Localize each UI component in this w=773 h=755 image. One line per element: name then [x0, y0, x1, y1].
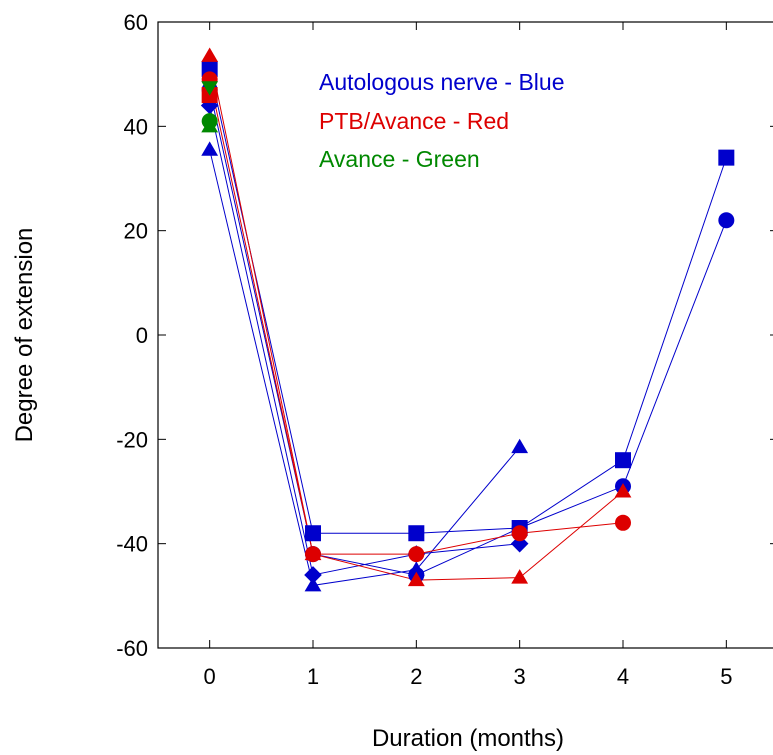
data-point-red-triangle — [201, 47, 219, 62]
x-tick-label: 5 — [720, 664, 732, 689]
data-point-blue-triangle — [304, 577, 322, 592]
y-tick-label: 40 — [124, 114, 148, 139]
series-line-blue-triangle — [209, 149, 521, 586]
legend-entry-blue: Autologous nerve - Blue — [319, 69, 565, 95]
series-markers — [200, 47, 735, 592]
data-point-blue-square — [305, 525, 321, 542]
y-axis-title: Degree of extension — [11, 228, 38, 443]
data-point-red-circle — [408, 546, 425, 563]
data-point-red-triangle — [407, 571, 425, 587]
legend-entry-green: Avance - Green — [319, 146, 480, 172]
y-tick-label: -60 — [116, 636, 148, 661]
axis-ticks — [158, 21, 773, 649]
data-point-red-triangle — [511, 569, 529, 584]
x-tick-label: 3 — [514, 664, 526, 689]
data-point-red-circle — [511, 525, 528, 542]
data-point-blue-diamond — [304, 566, 322, 584]
data-point-red-circle — [615, 514, 631, 531]
y-tick-label: -20 — [116, 427, 148, 452]
data-point-blue-square — [615, 452, 631, 469]
data-point-blue-circle — [718, 212, 735, 229]
data-point-blue-triangle — [511, 438, 529, 454]
data-point-green-triangle-down — [201, 81, 219, 96]
x-axis-title: Duration (months) — [372, 725, 564, 752]
x-tick-label: 0 — [204, 664, 216, 689]
legend: Autologous nerve - Blue PTB/Avance - Red… — [319, 69, 565, 172]
y-tick-label: 60 — [124, 10, 148, 35]
data-point-blue-triangle — [201, 141, 219, 156]
x-tick-label: 4 — [617, 664, 629, 689]
series-line-blue-diamond — [209, 105, 520, 576]
y-tick-label: 0 — [136, 323, 148, 348]
series-lines — [209, 55, 727, 586]
tick-labels: 0 1 2 3 4 5 -60 -40 -20 0 20 40 60 — [116, 10, 732, 689]
data-point-blue-triangle — [407, 561, 425, 576]
data-point-red-circle — [305, 546, 321, 563]
series-line-red-triangle — [209, 55, 624, 581]
data-point-red-triangle — [614, 483, 632, 498]
data-point-blue-square — [408, 525, 425, 542]
x-tick-label: 2 — [410, 664, 422, 689]
y-tick-label: 20 — [124, 219, 148, 244]
data-point-green-circle — [201, 113, 218, 130]
data-point-blue-square — [718, 149, 735, 166]
legend-entry-red: PTB/Avance - Red — [319, 108, 509, 134]
x-tick-label: 1 — [307, 664, 319, 689]
series-line-blue-square — [209, 68, 727, 534]
y-tick-label: -40 — [116, 532, 148, 557]
